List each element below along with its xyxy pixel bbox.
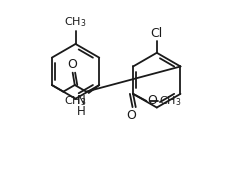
Text: CH$_3$: CH$_3$ xyxy=(159,94,182,108)
Text: O: O xyxy=(67,58,77,71)
Text: CH$_3$: CH$_3$ xyxy=(64,15,87,29)
Text: CH$_3$: CH$_3$ xyxy=(64,94,87,108)
Text: Cl: Cl xyxy=(151,27,163,40)
Text: N
H: N H xyxy=(77,94,86,119)
Text: O: O xyxy=(147,93,157,107)
Text: O: O xyxy=(126,109,136,122)
